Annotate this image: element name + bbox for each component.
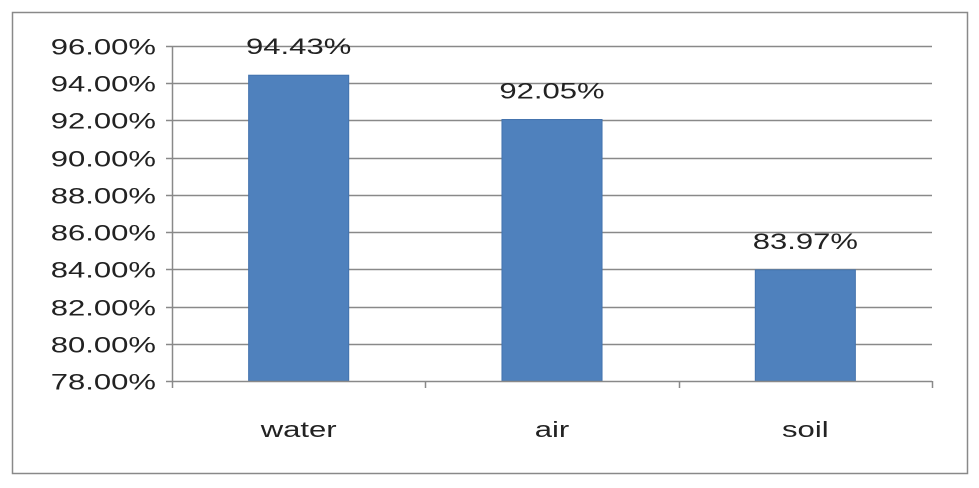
category-label-air: air (535, 416, 570, 442)
data-label-water: 94.43% (246, 33, 351, 59)
category-label-soil: soil (782, 416, 829, 442)
y-tick-label: 84.00% (51, 257, 156, 283)
bar-water (248, 74, 350, 382)
y-tick-label: 96.00% (51, 34, 156, 60)
chart-frame (11, 11, 969, 475)
data-label-soil: 83.97% (753, 228, 858, 254)
y-axis-tick-labels: 78.00% 80.00% 82.00% 84.00% 86.00% 88.00% 90.0… (51, 34, 156, 395)
y-tick-label: 86.00% (51, 220, 156, 246)
bars (248, 74, 856, 382)
y-tick-label: 94.00% (51, 71, 156, 97)
bar-soil (754, 269, 856, 382)
y-tick-label: 90.00% (51, 146, 156, 172)
y-tick-label: 82.00% (51, 295, 156, 321)
y-tick-label: 78.00% (51, 369, 156, 395)
category-label-water: water (260, 416, 337, 442)
y-tick-label: 88.00% (51, 183, 156, 209)
y-tick-label: 80.00% (51, 332, 156, 358)
x-axis-category-labels: water air soil (260, 416, 829, 442)
data-labels: 94.43% 92.05% 83.97% (246, 33, 858, 253)
y-tick-label: 92.00% (51, 108, 156, 134)
axes (166, 45, 934, 388)
data-label-air: 92.05% (499, 78, 604, 104)
bar-air (501, 119, 603, 382)
